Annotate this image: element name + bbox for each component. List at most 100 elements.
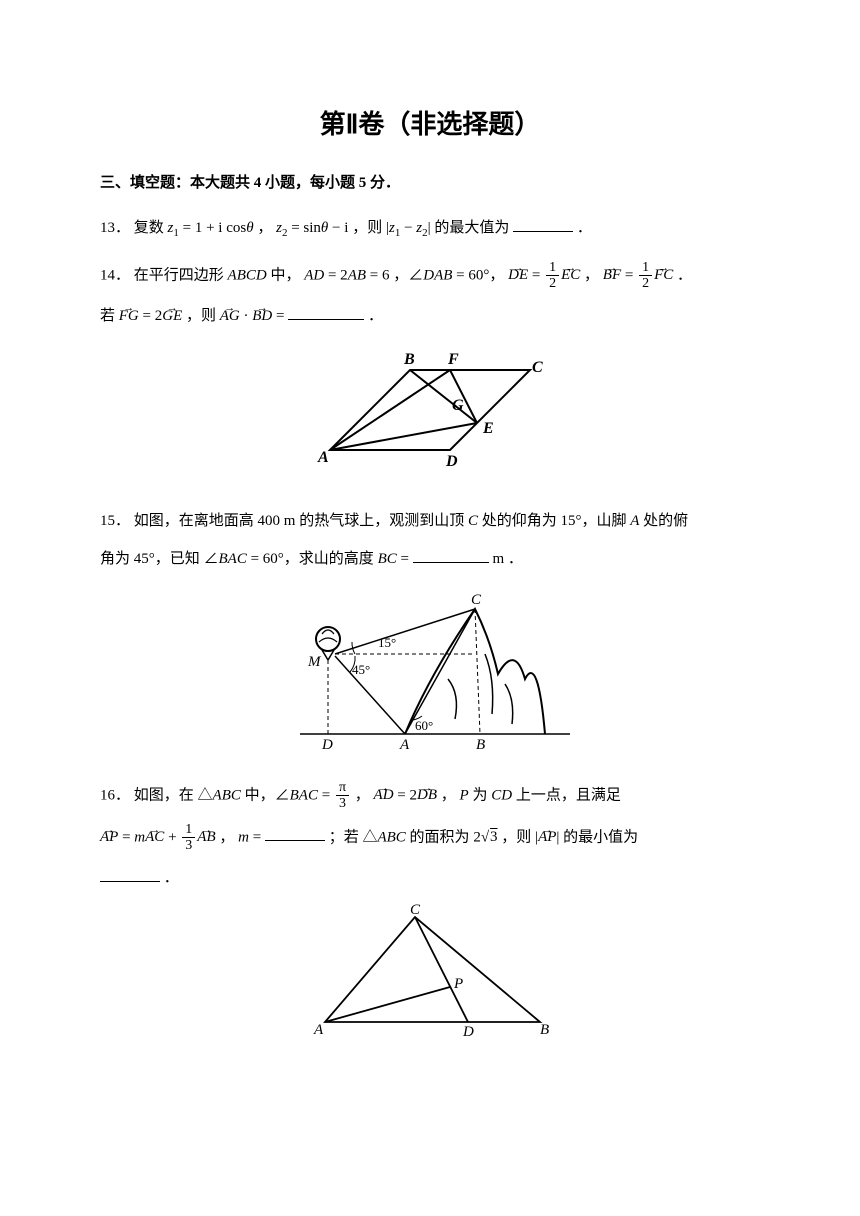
text: ，则	[501, 829, 535, 845]
abs-r: |	[428, 220, 431, 236]
text: 中，∠	[245, 787, 290, 803]
vec-fc: FC	[654, 267, 673, 283]
text: ；若 △	[329, 829, 378, 845]
text: 的热气球上，观测到山顶	[299, 513, 468, 529]
svg-text:60°: 60°	[415, 718, 433, 733]
svg-text:C: C	[471, 592, 482, 608]
area-rad: 3	[489, 829, 498, 845]
num: π	[336, 780, 349, 796]
m: m	[134, 829, 145, 845]
dot: ·	[240, 308, 253, 324]
fraction: 13	[182, 822, 195, 854]
ab: AB	[348, 267, 366, 283]
svg-text:B: B	[540, 1022, 549, 1037]
svg-text:B: B	[403, 351, 415, 368]
theta: θ	[246, 220, 253, 236]
vec-ad: AD	[374, 787, 394, 803]
svg-text:D: D	[445, 453, 458, 470]
period: ．	[164, 870, 179, 886]
vec-fg: FG	[119, 308, 139, 324]
text: ，	[584, 267, 599, 283]
svg-text:P: P	[453, 976, 463, 992]
q-num: 15．	[100, 513, 130, 529]
svg-text:A: A	[317, 449, 329, 466]
bac: BAC	[290, 787, 318, 803]
problem-14: 14． 在平行四边形 ABCD 中， AD = 2AB = 6 ，∠DAB = …	[100, 260, 760, 491]
abc: ABC	[377, 829, 405, 845]
svg-text:E: E	[482, 420, 494, 437]
answer-blank-1[interactable]	[265, 826, 325, 841]
svg-text:D: D	[321, 737, 333, 753]
vec-db: DB	[417, 787, 437, 803]
abc: ABC	[213, 787, 241, 803]
bac: BAC	[219, 551, 247, 567]
den: 2	[639, 276, 652, 291]
text: 角为 45°，已知 ∠	[100, 551, 219, 567]
dab: DAB	[423, 267, 452, 283]
text: ，	[441, 787, 456, 803]
unit: m ．	[492, 551, 522, 567]
plus: +	[164, 829, 180, 845]
figure-14: B F C G E A D	[100, 340, 760, 491]
sub: 2	[282, 227, 288, 239]
bc: BC	[378, 551, 397, 567]
den: 3	[182, 838, 195, 853]
text: 上一点，且满足	[516, 787, 621, 803]
text: ，∠	[393, 267, 423, 283]
eq: =	[397, 551, 413, 567]
minus: − i	[328, 220, 348, 236]
vec-bf: BF	[603, 267, 621, 283]
svg-text:D: D	[462, 1024, 474, 1037]
P: P	[460, 787, 469, 803]
period: ．	[577, 220, 592, 236]
text: ．	[677, 267, 692, 283]
vec-ap: AP	[100, 829, 118, 845]
text: 的面积为	[410, 829, 474, 845]
den: 2	[546, 276, 559, 291]
answer-blank[interactable]	[413, 548, 489, 563]
text: ，	[355, 787, 370, 803]
eq: =	[621, 267, 637, 283]
cd: CD	[491, 787, 512, 803]
height: 400 m	[258, 513, 296, 529]
num: 1	[182, 822, 195, 838]
problem-15: 15． 如图，在离地面高 400 m 的热气球上，观测到山顶 C 处的仰角为 1…	[100, 507, 760, 765]
svg-text:C: C	[410, 902, 421, 918]
svg-text:M: M	[307, 654, 322, 670]
answer-blank[interactable]	[513, 217, 573, 232]
vec-bd: BD	[252, 308, 272, 324]
section-header: 三、填空题：本大题共 4 小题，每小题 5 分．	[100, 169, 760, 198]
text: ，	[257, 220, 272, 236]
text: 为	[472, 787, 491, 803]
svg-text:B: B	[476, 737, 485, 753]
page-title: 第Ⅱ卷（非选择题）	[100, 100, 760, 149]
vec-ac: AC	[145, 829, 164, 845]
text: ，	[219, 829, 234, 845]
eq: =	[318, 787, 334, 803]
svg-text:A: A	[399, 737, 410, 753]
figure-16: C P A D B	[100, 902, 760, 1048]
eq: = 60°，	[452, 267, 504, 283]
text: ，则	[186, 308, 220, 324]
problem-13: 13． 复数 z1 = 1 + i cosθ ， z2 = sinθ − i ，…	[100, 214, 760, 244]
svg-text:F: F	[447, 351, 459, 368]
problem-16: 16． 如图，在 △ABC 中，∠BAC = π3 ， AD = 2DB ， P…	[100, 780, 760, 1048]
eq: = 6	[366, 267, 389, 283]
ad: AD	[304, 267, 324, 283]
eq: = 1 + i cos	[183, 220, 247, 236]
text: 如图，在 △	[134, 787, 213, 803]
den: 3	[336, 796, 349, 811]
answer-blank[interactable]	[288, 305, 364, 320]
eq: = 2	[324, 267, 347, 283]
svg-text:15°: 15°	[378, 635, 396, 650]
m: m	[238, 829, 249, 845]
eq: = sin	[291, 220, 321, 236]
eq: =	[272, 308, 288, 324]
sqrt-sym: √	[481, 829, 489, 845]
answer-blank-2[interactable]	[100, 867, 160, 882]
svg-text:A: A	[313, 1022, 324, 1037]
vec-ec: EC	[561, 267, 580, 283]
sub: 1	[173, 227, 179, 239]
vec-ge: GE	[162, 308, 182, 324]
num: 1	[639, 260, 652, 276]
